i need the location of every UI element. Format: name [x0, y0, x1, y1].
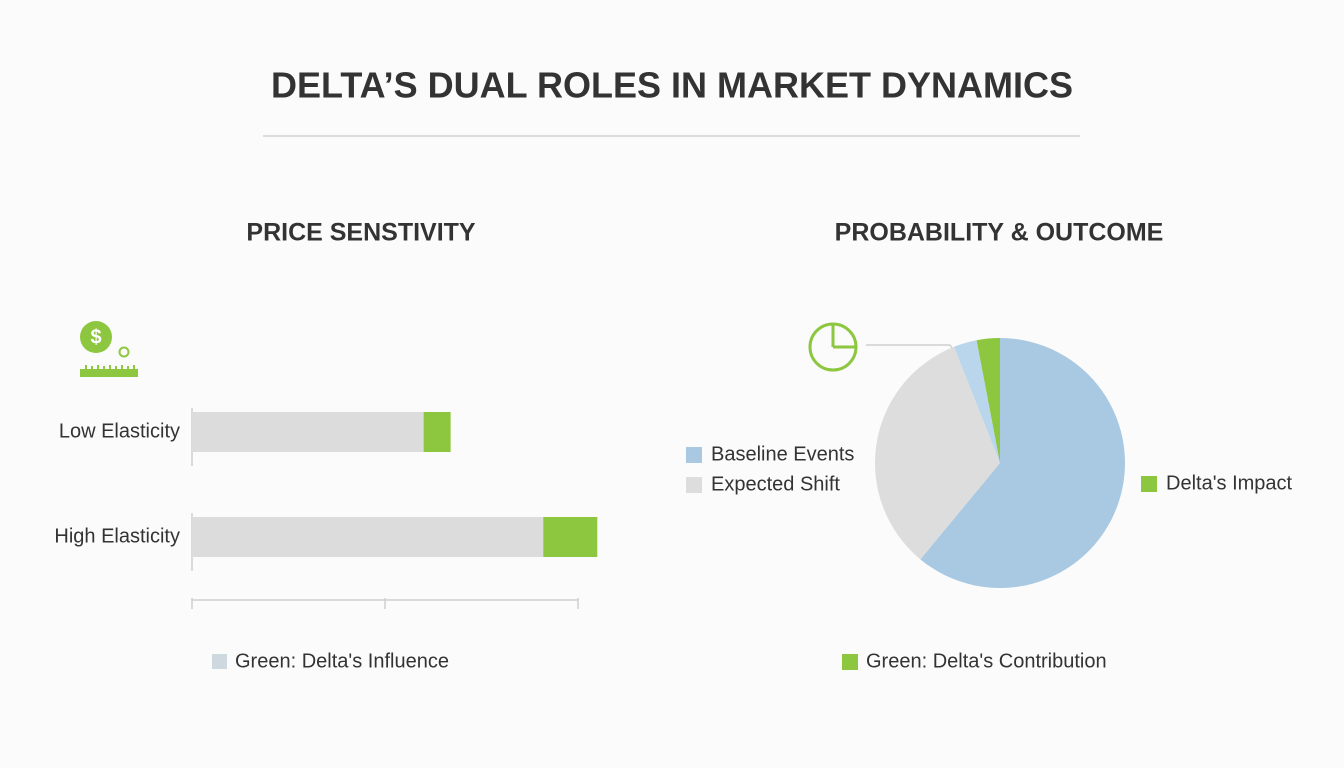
chart-title: PRICE SENSTIVITY: [246, 219, 476, 247]
price-icon: $: [80, 321, 138, 377]
legend-swatch: [686, 477, 702, 493]
bar-segment: [543, 517, 598, 557]
legend-label: Green: Delta's Influence: [235, 650, 449, 672]
caption-swatch: [842, 654, 858, 670]
legend-label: Delta's Impact: [1166, 472, 1293, 494]
legend-swatch: [212, 654, 227, 669]
page-title: DELTA’S DUAL ROLES IN MARKET DYNAMICS: [271, 65, 1073, 106]
pie-slice: [920, 338, 1125, 588]
pie-slice: [976, 338, 1000, 463]
bar-segment: [192, 412, 424, 452]
category-label: Low Elasticity: [59, 420, 180, 442]
bar-segment: [423, 412, 451, 452]
pie-slice: [953, 340, 1000, 463]
icon-glyph: $: [90, 326, 101, 348]
legend-label: Expected Shift: [711, 473, 840, 495]
legend-label: Baseline Events: [711, 443, 854, 465]
chart-title: PROBABILITY & OUTCOME: [835, 219, 1164, 247]
pie-slice: [874, 346, 1000, 560]
category-label: High Elasticity: [54, 525, 180, 547]
chart-caption: Green: Delta's Contribution: [866, 650, 1107, 672]
legend-swatch: [1141, 476, 1157, 492]
bar-segment: [192, 517, 544, 557]
pie-icon: [808, 322, 957, 372]
legend-swatch: [686, 447, 702, 463]
